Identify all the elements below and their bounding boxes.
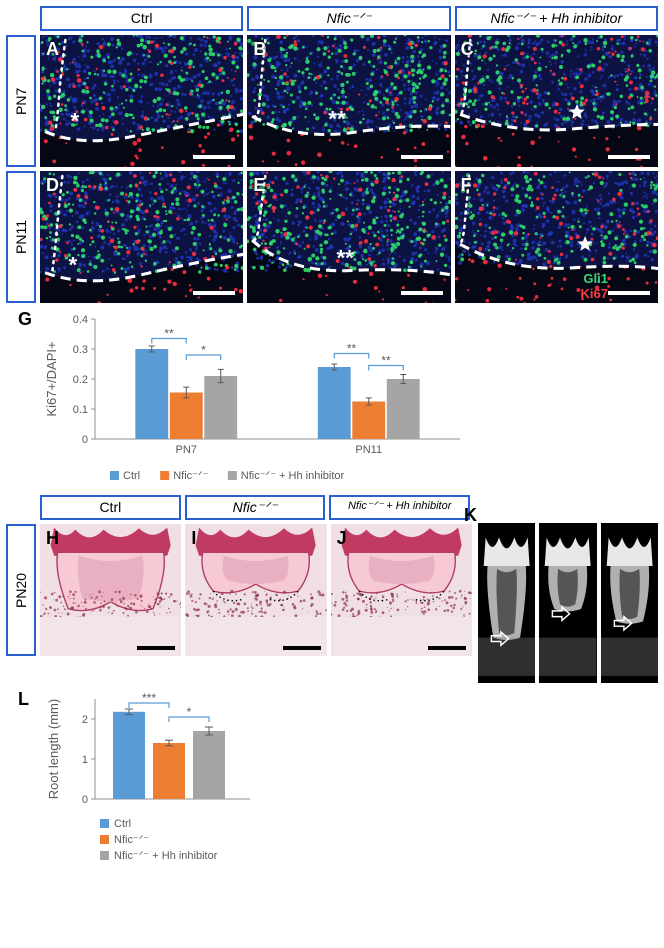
svg-text:Ki67+/DAPI+: Ki67+/DAPI+ — [44, 341, 59, 416]
panel-C-letter: C — [461, 39, 474, 60]
panel-F-svg — [455, 171, 658, 303]
panel-F-letter: F — [461, 175, 472, 196]
panel-D-letter: D — [46, 175, 59, 196]
panel-K-wrap: K Ctrl Nfic⁻ᐟ⁻ Nfic⁻ᐟ⁻+Hh inhibitor — [478, 523, 658, 683]
panel-B-svg: ** — [247, 35, 450, 167]
panel-J: J — [331, 524, 472, 656]
chart-G-letter: G — [18, 309, 32, 330]
panel-D: * D — [40, 171, 243, 303]
panel-B: ** B — [247, 35, 450, 167]
mid-column-headers: Ctrl Nfic⁻ᐟ⁻ Nfic⁻ᐟ⁻ + Hh inhibitor — [40, 495, 470, 520]
svg-text:*: * — [70, 109, 79, 134]
svg-text:Nfic⁻ᐟ⁻ + Hh inhibitor: Nfic⁻ᐟ⁻ + Hh inhibitor — [241, 470, 345, 482]
svg-text:1: 1 — [82, 754, 88, 766]
panel-I-letter: I — [191, 528, 196, 549]
micro-legend-gli1: Gli1 — [581, 272, 608, 286]
svg-text:**: ** — [347, 342, 357, 356]
svg-text:*: * — [201, 343, 206, 357]
panel-H-letter: H — [46, 528, 59, 549]
row-label-pn7: PN7 — [6, 35, 36, 167]
panel-F-scalebar — [608, 291, 650, 295]
panel-K-nfic-svg — [539, 523, 596, 676]
panel-E: ** E — [247, 171, 450, 303]
svg-text:0.4: 0.4 — [73, 314, 88, 326]
row-pn7: PN7 * A ** B C — [6, 35, 658, 167]
svg-text:**: ** — [337, 246, 355, 271]
panel-K-nfic-hh-svg — [601, 523, 658, 676]
svg-text:0.3: 0.3 — [73, 344, 88, 356]
panel-F: F Gli1 Ki67 — [455, 171, 658, 303]
panel-I-scalebar — [283, 646, 321, 650]
col-header-ctrl: Ctrl — [40, 6, 243, 31]
panel-K-ctrl: Ctrl — [478, 523, 535, 683]
panel-H-scalebar — [137, 646, 175, 650]
panel-C-svg — [455, 35, 658, 167]
chart-L-wrap: L 012Root length (mm)****CtrlNfic⁻ᐟ⁻Nfic… — [40, 691, 340, 871]
svg-text:**: ** — [164, 327, 174, 341]
chart-G-svg: 00.10.20.30.4Ki67+/DAPI+PN7PN11*******Ct… — [40, 311, 470, 491]
mid-block: Ctrl Nfic⁻ᐟ⁻ Nfic⁻ᐟ⁻ + Hh inhibitor PN20… — [6, 495, 658, 683]
figure-root: Ctrl Nfic⁻ᐟ⁻ Nfic⁻ᐟ⁻ + Hh inhibitor PN7 … — [0, 0, 664, 948]
panel-A-svg: * — [40, 35, 243, 167]
panel-C-scalebar — [608, 155, 650, 159]
svg-text:PN7: PN7 — [176, 444, 197, 456]
mid-left: Ctrl Nfic⁻ᐟ⁻ Nfic⁻ᐟ⁻ + Hh inhibitor PN20… — [6, 495, 472, 683]
panel-D-scalebar — [193, 291, 235, 295]
panel-J-svg — [331, 524, 472, 617]
panel-E-scalebar — [401, 291, 443, 295]
micro-legend-ki67: Ki67 — [581, 287, 608, 301]
svg-text:2: 2 — [82, 714, 88, 726]
col-header-nfic: Nfic⁻ᐟ⁻ — [247, 6, 450, 31]
chart-G-wrap: G 00.10.20.30.4Ki67+/DAPI+PN7PN11*******… — [40, 311, 470, 491]
svg-text:0: 0 — [82, 794, 88, 806]
svg-text:Nfic⁻ᐟ⁻: Nfic⁻ᐟ⁻ — [173, 470, 208, 482]
panel-A-scalebar — [193, 155, 235, 159]
svg-text:Root length (mm): Root length (mm) — [46, 699, 61, 799]
col-header-nfic-hh: Nfic⁻ᐟ⁻ + Hh inhibitor — [455, 6, 658, 31]
panel-E-letter: E — [253, 175, 265, 196]
panel-A: * A — [40, 35, 243, 167]
panel-K: Ctrl Nfic⁻ᐟ⁻ Nfic⁻ᐟ⁻+Hh inhibitor — [478, 523, 658, 683]
svg-text:**: ** — [329, 106, 347, 131]
panel-A-letter: A — [46, 39, 59, 60]
panel-K-ctrl-svg — [478, 523, 535, 676]
svg-text:Ctrl: Ctrl — [123, 470, 140, 482]
panel-I: I — [185, 524, 326, 656]
svg-text:*: * — [68, 253, 77, 278]
mid-col-nfic: Nfic⁻ᐟ⁻ — [185, 495, 326, 520]
svg-text:0: 0 — [82, 434, 88, 446]
mid-col-ctrl: Ctrl — [40, 495, 181, 520]
chart-L-svg: 012Root length (mm)****CtrlNfic⁻ᐟ⁻Nfic⁻ᐟ… — [40, 691, 340, 871]
panel-E-svg: ** — [247, 171, 450, 303]
chart-L-letter: L — [18, 689, 29, 710]
panel-J-scalebar — [428, 646, 466, 650]
panel-K-nfic-hh: Nfic⁻ᐟ⁻+Hh inhibitor — [601, 523, 658, 683]
mid-col-nfic-hh: Nfic⁻ᐟ⁻ + Hh inhibitor — [329, 495, 470, 520]
panel-B-letter: B — [253, 39, 266, 60]
svg-text:PN11: PN11 — [355, 444, 382, 456]
micro-legend: Gli1 Ki67 — [581, 272, 608, 301]
row-pn20: PN20 H I J — [6, 524, 472, 656]
panel-K-letter: K — [464, 505, 477, 526]
svg-text:***: *** — [142, 691, 156, 705]
svg-text:*: * — [187, 705, 192, 719]
row-label-pn11: PN11 — [6, 171, 36, 303]
row-label-pn20: PN20 — [6, 524, 36, 656]
panel-C: C — [455, 35, 658, 167]
panel-K-nfic: Nfic⁻ᐟ⁻ — [539, 523, 596, 683]
svg-text:**: ** — [381, 354, 391, 368]
svg-text:0.2: 0.2 — [73, 374, 88, 386]
panel-B-scalebar — [401, 155, 443, 159]
panel-H-svg — [40, 524, 181, 617]
panel-J-letter: J — [337, 528, 347, 549]
panel-D-svg: * — [40, 171, 243, 303]
panel-I-svg — [185, 524, 326, 617]
panel-H: H — [40, 524, 181, 656]
row-pn11: PN11 * D ** E F Gli1 Ki67 — [6, 171, 658, 303]
top-column-headers: Ctrl Nfic⁻ᐟ⁻ Nfic⁻ᐟ⁻ + Hh inhibitor — [40, 6, 658, 31]
svg-text:0.1: 0.1 — [73, 404, 88, 416]
